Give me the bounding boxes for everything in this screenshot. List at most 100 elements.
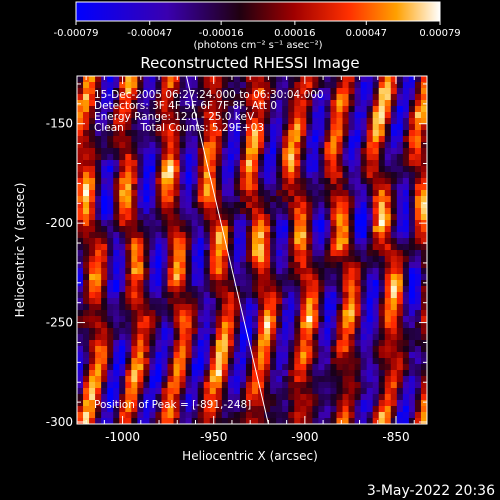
heatmap-cell xyxy=(143,166,150,173)
heatmap-cell xyxy=(77,376,84,383)
heatmap-cell xyxy=(83,400,90,407)
heatmap-cell xyxy=(294,274,301,281)
heatmap-cell xyxy=(209,352,217,359)
heatmap-cell xyxy=(342,190,349,197)
heatmap-cell xyxy=(173,154,180,161)
heatmap-cell xyxy=(252,286,259,293)
heatmap-cell xyxy=(288,202,295,209)
heatmap-cell xyxy=(330,352,337,359)
heatmap-cell xyxy=(276,76,283,83)
heatmap-cell xyxy=(348,106,355,113)
heatmap-cell xyxy=(354,370,362,377)
heatmap-cell xyxy=(209,406,217,413)
heatmap-cell xyxy=(318,400,325,407)
heatmap-cell xyxy=(336,100,343,107)
heatmap-cell xyxy=(360,328,368,335)
heatmap-cell xyxy=(360,412,368,419)
heatmap-cell xyxy=(282,214,289,221)
heatmap-cell xyxy=(143,394,150,401)
heatmap-cell xyxy=(396,292,404,299)
heatmap-cell xyxy=(113,88,120,95)
heatmap-cell xyxy=(167,244,174,251)
heatmap-cell xyxy=(83,166,90,173)
heatmap-cell xyxy=(414,346,422,353)
heatmap-cell xyxy=(107,262,114,269)
heatmap-cell xyxy=(161,88,168,95)
heatmap-cell xyxy=(203,88,211,95)
heatmap-cell xyxy=(197,394,205,401)
heatmap-cell xyxy=(191,304,199,311)
heatmap-cell xyxy=(149,376,156,383)
heatmap-cell xyxy=(155,112,162,119)
heatmap-cell xyxy=(330,358,337,365)
heatmap-cell xyxy=(179,280,187,287)
heatmap-cell xyxy=(354,130,362,137)
heatmap-cell xyxy=(336,262,343,269)
heatmap-cell xyxy=(402,82,410,89)
heatmap-cell xyxy=(318,304,325,311)
heatmap-cell xyxy=(107,280,114,287)
heatmap-cell xyxy=(258,418,265,424)
heatmap-cell xyxy=(420,316,427,323)
heatmap-cell xyxy=(342,364,349,371)
heatmap-cell xyxy=(390,238,398,245)
heatmap-cell xyxy=(227,142,235,149)
heatmap-cell xyxy=(408,124,416,131)
y-axis: -150-200-250-300 xyxy=(46,83,427,429)
heatmap-cell xyxy=(390,76,398,83)
heatmap-cell xyxy=(324,298,331,305)
heatmap-cell xyxy=(288,166,295,173)
heatmap-cell xyxy=(215,202,223,209)
heatmap-cell xyxy=(282,130,289,137)
heatmap-cell xyxy=(270,196,277,203)
heatmap-cell xyxy=(282,418,289,424)
heatmap-cell xyxy=(342,166,349,173)
heatmap-cell xyxy=(245,214,253,221)
heatmap-cell xyxy=(245,124,253,131)
heatmap-cell xyxy=(245,160,253,167)
heatmap-cell xyxy=(161,346,168,353)
heatmap-cell xyxy=(119,400,126,407)
heatmap-cell xyxy=(330,124,337,131)
heatmap-cell xyxy=(215,148,223,155)
heatmap-cell xyxy=(264,286,271,293)
heatmap-cell xyxy=(294,166,301,173)
heatmap-cell xyxy=(372,328,380,335)
heatmap-cell xyxy=(209,340,217,347)
heatmap-cell xyxy=(414,88,422,95)
heatmap-cell xyxy=(384,172,392,179)
heatmap-cell xyxy=(143,220,150,227)
heatmap-cell xyxy=(408,304,416,311)
heatmap-cell xyxy=(390,208,398,215)
heatmap-cell xyxy=(89,220,96,227)
heatmap-cell xyxy=(137,178,144,185)
heatmap-cell xyxy=(366,328,374,335)
heatmap-cell xyxy=(390,178,398,185)
heatmap-cell xyxy=(252,310,259,317)
heatmap-cell xyxy=(239,382,247,389)
heatmap-cell xyxy=(215,406,223,413)
heatmap-cell xyxy=(221,310,229,317)
heatmap-cell xyxy=(264,76,271,83)
heatmap-cell xyxy=(161,328,168,335)
heatmap-cell xyxy=(245,388,253,395)
heatmap-cell xyxy=(155,280,162,287)
heatmap-cell xyxy=(203,178,211,185)
heatmap-cell xyxy=(101,388,108,395)
heatmap-cell xyxy=(203,220,211,227)
heatmap-cell xyxy=(197,184,205,191)
heatmap-cell xyxy=(360,172,368,179)
heatmap-cell xyxy=(306,112,313,119)
heatmap-cell xyxy=(408,274,416,281)
heatmap-cell xyxy=(402,250,410,257)
heatmap-cell xyxy=(354,388,362,395)
heatmap-cell xyxy=(360,268,368,275)
heatmap-cell xyxy=(420,214,427,221)
heatmap-cell xyxy=(179,316,187,323)
heatmap-cell xyxy=(161,394,168,401)
heatmap-cell xyxy=(318,76,325,83)
heatmap-cell xyxy=(402,358,410,365)
heatmap-cell xyxy=(185,376,193,383)
heatmap-cell xyxy=(294,406,301,413)
heatmap-cell xyxy=(264,172,271,179)
